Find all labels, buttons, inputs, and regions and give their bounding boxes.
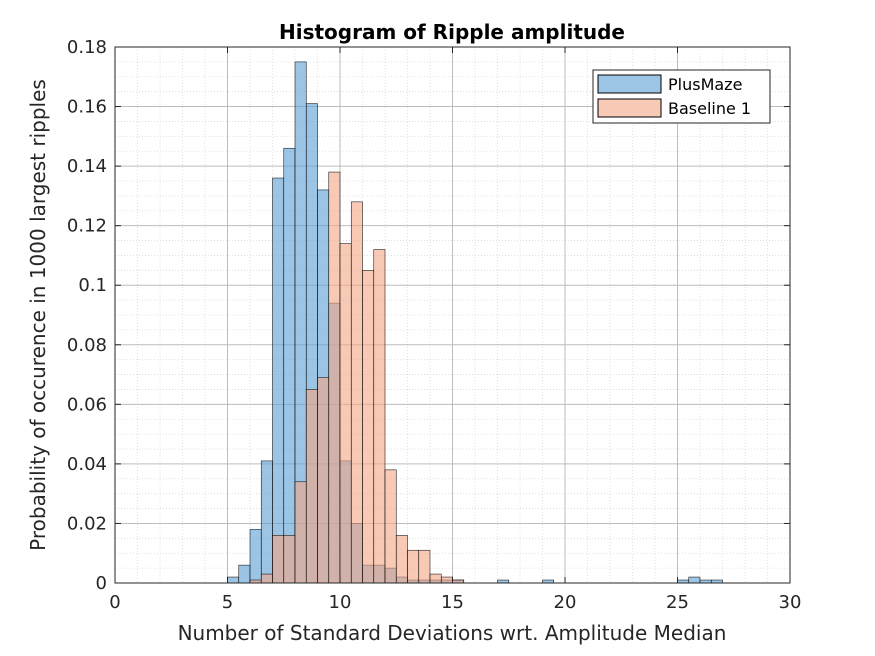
x-tick-label: 30 <box>779 592 802 613</box>
bar <box>272 535 285 584</box>
bar <box>328 171 341 584</box>
bar <box>294 481 307 584</box>
bar <box>260 573 273 584</box>
x-tick-label: 0 <box>109 592 120 613</box>
x-tick-label: 25 <box>666 592 689 613</box>
bar <box>384 469 397 584</box>
chart-title: Histogram of Ripple amplitude <box>279 20 625 44</box>
bars <box>227 61 723 584</box>
y-tick-label: 0.02 <box>67 513 107 534</box>
y-tick-label: 0 <box>96 573 107 594</box>
y-tick-label: 0.18 <box>67 37 107 58</box>
y-tick-label: 0.12 <box>67 216 107 237</box>
y-tick-label: 0.14 <box>67 156 107 177</box>
y-tick-label: 0.06 <box>67 394 107 415</box>
x-tick-label: 5 <box>222 592 233 613</box>
bar <box>283 535 296 584</box>
y-tick-label: 0.08 <box>67 335 107 356</box>
bar <box>238 564 251 584</box>
y-tick-label: 0.16 <box>67 97 107 118</box>
bar <box>260 460 273 584</box>
series-baseline-1 <box>249 171 465 584</box>
bar <box>227 576 240 584</box>
bar <box>272 177 285 584</box>
bar <box>362 270 375 584</box>
bar <box>688 576 701 584</box>
bar <box>429 573 442 584</box>
y-axis-title: Probability of occurence in 1000 largest… <box>26 79 50 551</box>
bar <box>440 576 453 584</box>
x-tick-labels: 0 5 10 15 20 25 30 <box>109 592 801 613</box>
x-axis-title: Number of Standard Deviations wrt. Ampli… <box>178 621 727 645</box>
legend-swatch-plusmaze <box>597 74 662 94</box>
bar <box>283 147 296 584</box>
tick-marks <box>114 46 791 584</box>
bar <box>373 249 386 584</box>
legend-label-plusmaze: PlusMaze <box>668 75 742 94</box>
x-tick-label: 10 <box>329 592 352 613</box>
legend-label-baseline: Baseline 1 <box>668 99 751 118</box>
x-tick-label: 15 <box>441 592 464 613</box>
bar <box>418 549 431 584</box>
bar <box>350 201 363 584</box>
bar <box>305 389 318 584</box>
y-tick-label: 0.04 <box>67 454 107 475</box>
x-tick-label: 20 <box>554 592 577 613</box>
legend-swatch-baseline <box>597 98 662 118</box>
bar <box>249 529 262 584</box>
bar <box>395 535 408 584</box>
bar <box>407 549 420 584</box>
legend: PlusMaze Baseline 1 <box>592 69 771 124</box>
bar <box>317 377 330 584</box>
bar <box>339 243 352 584</box>
y-tick-labels: 0 0.02 0.04 0.06 0.08 0.1 0.12 0.14 0.16 0.18 <box>67 37 107 594</box>
y-tick-label: 0.1 <box>78 275 107 296</box>
